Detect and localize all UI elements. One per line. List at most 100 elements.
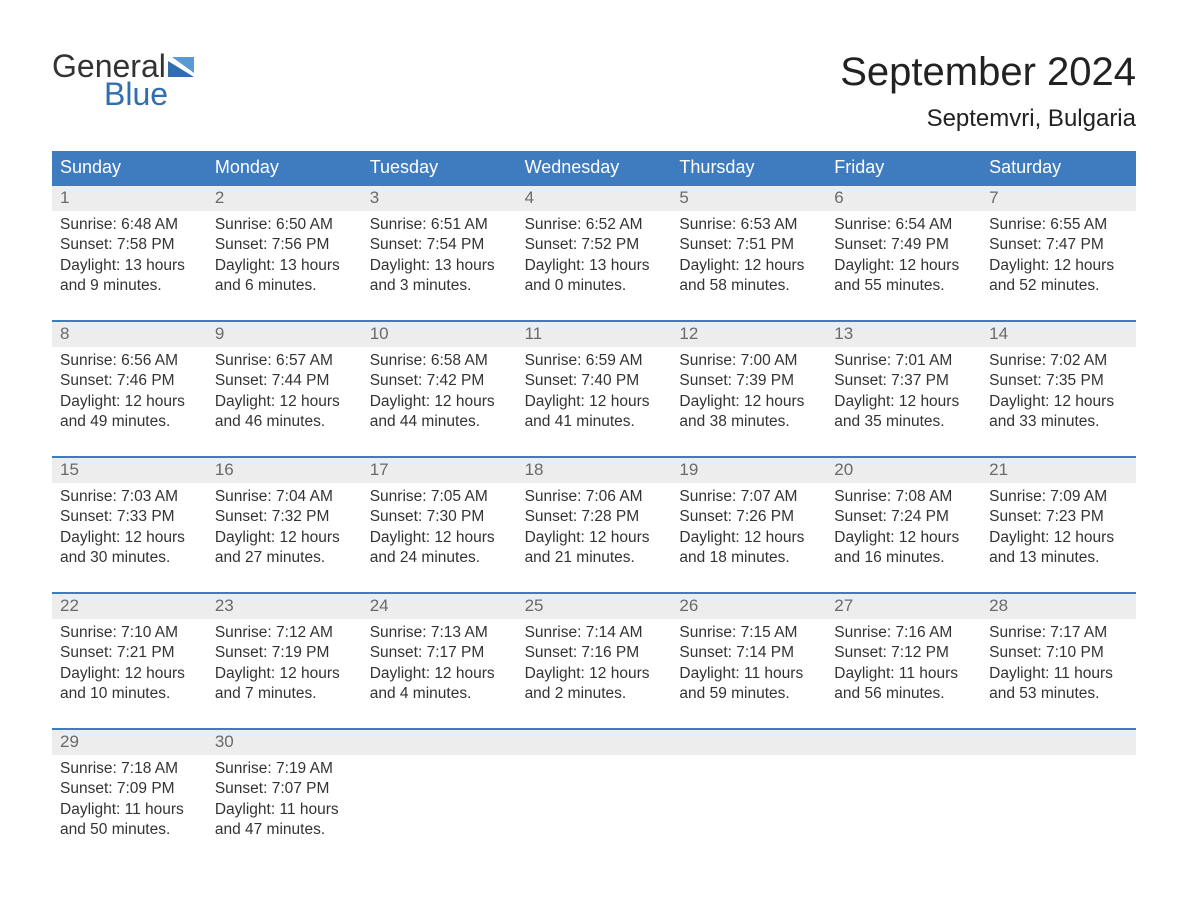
day-cell: 24Sunrise: 7:13 AMSunset: 7:17 PMDayligh… xyxy=(362,594,517,714)
day-cell: 14Sunrise: 7:02 AMSunset: 7:35 PMDayligh… xyxy=(981,322,1136,442)
day-number: 2 xyxy=(207,186,362,211)
day-d2: and 52 minutes. xyxy=(989,276,1128,296)
day-cell: 15Sunrise: 7:03 AMSunset: 7:33 PMDayligh… xyxy=(52,458,207,578)
day-d1: Daylight: 12 hours xyxy=(60,664,199,684)
day-sunrise: Sunrise: 6:55 AM xyxy=(989,215,1128,235)
day-d1: Daylight: 13 hours xyxy=(215,256,354,276)
day-body: Sunrise: 7:02 AMSunset: 7:35 PMDaylight:… xyxy=(981,347,1136,433)
day-number: 18 xyxy=(517,458,672,483)
day-number: 22 xyxy=(52,594,207,619)
day-d2: and 21 minutes. xyxy=(525,548,664,568)
page-header: General Blue September 2024 Septemvri, B… xyxy=(52,50,1136,133)
day-d2: and 10 minutes. xyxy=(60,684,199,704)
day-d1: Daylight: 12 hours xyxy=(370,392,509,412)
day-number: 5 xyxy=(671,186,826,211)
day-sunrise: Sunrise: 7:13 AM xyxy=(370,623,509,643)
day-sunrise: Sunrise: 7:08 AM xyxy=(834,487,973,507)
day-body: Sunrise: 7:15 AMSunset: 7:14 PMDaylight:… xyxy=(671,619,826,705)
day-d1: Daylight: 12 hours xyxy=(679,392,818,412)
day-cell xyxy=(362,730,517,850)
day-d2: and 58 minutes. xyxy=(679,276,818,296)
day-number: 12 xyxy=(671,322,826,347)
day-d1: Daylight: 12 hours xyxy=(525,664,664,684)
brand-logo: General Blue xyxy=(52,50,194,110)
day-sunrise: Sunrise: 7:10 AM xyxy=(60,623,199,643)
day-body: Sunrise: 7:16 AMSunset: 7:12 PMDaylight:… xyxy=(826,619,981,705)
day-cell: 19Sunrise: 7:07 AMSunset: 7:26 PMDayligh… xyxy=(671,458,826,578)
calendar: SundayMondayTuesdayWednesdayThursdayFrid… xyxy=(52,151,1136,850)
day-d1: Daylight: 12 hours xyxy=(215,528,354,548)
day-sunset: Sunset: 7:42 PM xyxy=(370,371,509,391)
day-sunrise: Sunrise: 7:01 AM xyxy=(834,351,973,371)
day-d2: and 33 minutes. xyxy=(989,412,1128,432)
day-sunrise: Sunrise: 7:17 AM xyxy=(989,623,1128,643)
day-sunrise: Sunrise: 7:15 AM xyxy=(679,623,818,643)
day-d1: Daylight: 12 hours xyxy=(370,528,509,548)
day-sunrise: Sunrise: 6:48 AM xyxy=(60,215,199,235)
day-d2: and 53 minutes. xyxy=(989,684,1128,704)
day-d1: Daylight: 13 hours xyxy=(525,256,664,276)
day-cell: 11Sunrise: 6:59 AMSunset: 7:40 PMDayligh… xyxy=(517,322,672,442)
week-row: 15Sunrise: 7:03 AMSunset: 7:33 PMDayligh… xyxy=(52,456,1136,578)
day-d1: Daylight: 12 hours xyxy=(679,528,818,548)
day-sunrise: Sunrise: 6:54 AM xyxy=(834,215,973,235)
day-cell: 18Sunrise: 7:06 AMSunset: 7:28 PMDayligh… xyxy=(517,458,672,578)
day-d1: Daylight: 13 hours xyxy=(60,256,199,276)
day-body: Sunrise: 7:03 AMSunset: 7:33 PMDaylight:… xyxy=(52,483,207,569)
day-d2: and 13 minutes. xyxy=(989,548,1128,568)
day-d1: Daylight: 12 hours xyxy=(989,392,1128,412)
day-d1: Daylight: 11 hours xyxy=(989,664,1128,684)
day-sunrise: Sunrise: 6:58 AM xyxy=(370,351,509,371)
day-body: Sunrise: 7:08 AMSunset: 7:24 PMDaylight:… xyxy=(826,483,981,569)
day-d2: and 49 minutes. xyxy=(60,412,199,432)
day-number: 24 xyxy=(362,594,517,619)
day-cell: 10Sunrise: 6:58 AMSunset: 7:42 PMDayligh… xyxy=(362,322,517,442)
day-d1: Daylight: 12 hours xyxy=(525,528,664,548)
day-number: 28 xyxy=(981,594,1136,619)
day-sunset: Sunset: 7:37 PM xyxy=(834,371,973,391)
day-cell: 3Sunrise: 6:51 AMSunset: 7:54 PMDaylight… xyxy=(362,186,517,306)
day-cell: 21Sunrise: 7:09 AMSunset: 7:23 PMDayligh… xyxy=(981,458,1136,578)
day-sunset: Sunset: 7:39 PM xyxy=(679,371,818,391)
day-number: 25 xyxy=(517,594,672,619)
day-cell: 26Sunrise: 7:15 AMSunset: 7:14 PMDayligh… xyxy=(671,594,826,714)
day-sunrise: Sunrise: 6:51 AM xyxy=(370,215,509,235)
day-d1: Daylight: 11 hours xyxy=(834,664,973,684)
day-body: Sunrise: 7:00 AMSunset: 7:39 PMDaylight:… xyxy=(671,347,826,433)
day-cell: 5Sunrise: 6:53 AMSunset: 7:51 PMDaylight… xyxy=(671,186,826,306)
day-cell: 22Sunrise: 7:10 AMSunset: 7:21 PMDayligh… xyxy=(52,594,207,714)
day-sunrise: Sunrise: 6:52 AM xyxy=(525,215,664,235)
day-d2: and 41 minutes. xyxy=(525,412,664,432)
day-d1: Daylight: 12 hours xyxy=(60,392,199,412)
day-sunrise: Sunrise: 7:14 AM xyxy=(525,623,664,643)
day-cell xyxy=(981,730,1136,850)
day-cell: 6Sunrise: 6:54 AMSunset: 7:49 PMDaylight… xyxy=(826,186,981,306)
day-body: Sunrise: 7:13 AMSunset: 7:17 PMDaylight:… xyxy=(362,619,517,705)
day-sunset: Sunset: 7:19 PM xyxy=(215,643,354,663)
day-d1: Daylight: 11 hours xyxy=(60,800,199,820)
dow-cell: Monday xyxy=(207,151,362,184)
day-number: 27 xyxy=(826,594,981,619)
day-sunset: Sunset: 7:46 PM xyxy=(60,371,199,391)
day-body: Sunrise: 7:17 AMSunset: 7:10 PMDaylight:… xyxy=(981,619,1136,705)
day-body: Sunrise: 6:50 AMSunset: 7:56 PMDaylight:… xyxy=(207,211,362,297)
day-d2: and 16 minutes. xyxy=(834,548,973,568)
dow-cell: Saturday xyxy=(981,151,1136,184)
day-body: Sunrise: 6:51 AMSunset: 7:54 PMDaylight:… xyxy=(362,211,517,297)
day-body: Sunrise: 7:19 AMSunset: 7:07 PMDaylight:… xyxy=(207,755,362,841)
day-sunset: Sunset: 7:54 PM xyxy=(370,235,509,255)
day-number: 7 xyxy=(981,186,1136,211)
day-number: 30 xyxy=(207,730,362,755)
day-d2: and 2 minutes. xyxy=(525,684,664,704)
flag-icon xyxy=(168,57,194,77)
day-d2: and 59 minutes. xyxy=(679,684,818,704)
day-d1: Daylight: 12 hours xyxy=(834,528,973,548)
day-d2: and 27 minutes. xyxy=(215,548,354,568)
day-number: 20 xyxy=(826,458,981,483)
day-d1: Daylight: 12 hours xyxy=(215,392,354,412)
day-sunset: Sunset: 7:35 PM xyxy=(989,371,1128,391)
day-cell: 16Sunrise: 7:04 AMSunset: 7:32 PMDayligh… xyxy=(207,458,362,578)
day-number xyxy=(362,730,517,755)
day-number: 8 xyxy=(52,322,207,347)
day-number xyxy=(517,730,672,755)
